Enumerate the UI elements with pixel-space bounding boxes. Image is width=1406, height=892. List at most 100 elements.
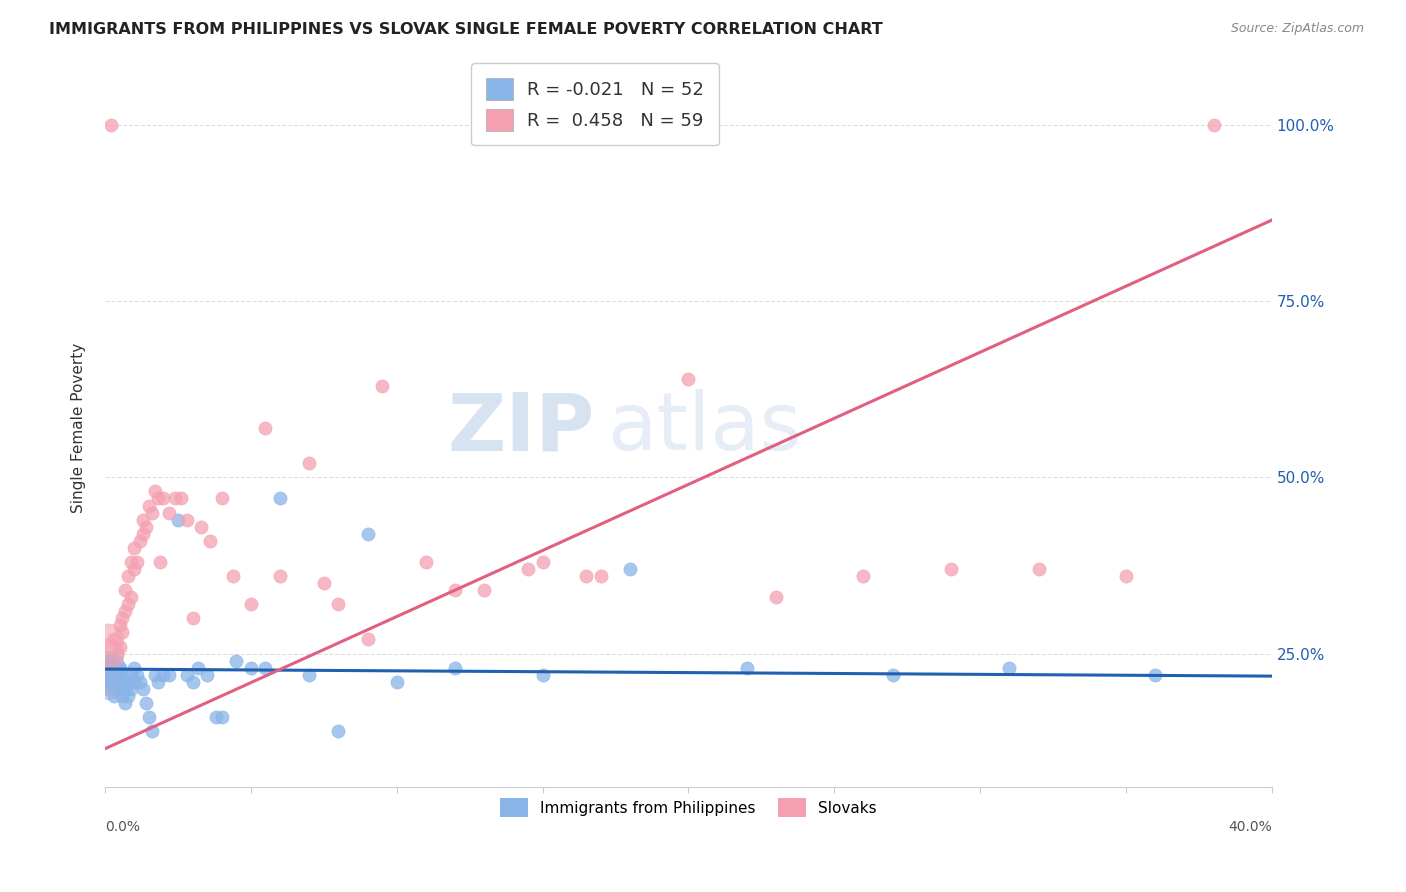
Point [298, 456, 321, 470]
Point [882, 667, 904, 681]
Point [149, 555, 172, 569]
Point [1144, 667, 1167, 681]
Text: atlas: atlas [607, 389, 801, 467]
Point [108, 618, 131, 632]
Point [678, 372, 700, 386]
Point [1202, 118, 1225, 132]
Point [100, 667, 122, 681]
Point [190, 519, 212, 533]
Point [575, 569, 598, 583]
Point [97, 674, 120, 689]
Point [100, 674, 122, 689]
Legend: Immigrants from Philippines, Slovaks: Immigrants from Philippines, Slovaks [494, 792, 883, 823]
Point [138, 499, 160, 513]
Point [181, 611, 204, 625]
Point [125, 555, 148, 569]
Point [97, 632, 120, 647]
Point [132, 526, 155, 541]
Point [444, 661, 467, 675]
Point [181, 674, 204, 689]
Point [97, 661, 120, 675]
Point [517, 562, 540, 576]
Point [589, 569, 612, 583]
Point [105, 681, 128, 696]
Point [122, 661, 145, 675]
Point [385, 674, 408, 689]
Point [105, 667, 128, 681]
Point [100, 118, 122, 132]
Point [111, 667, 134, 681]
Point [146, 491, 169, 506]
Point [146, 674, 169, 689]
Point [120, 555, 142, 569]
Point [132, 681, 155, 696]
Point [852, 569, 875, 583]
Point [120, 681, 142, 696]
Point [254, 421, 277, 435]
Point [97, 667, 120, 681]
Point [114, 604, 136, 618]
Point [141, 724, 163, 739]
Point [117, 597, 139, 611]
Point [141, 506, 163, 520]
Point [114, 681, 136, 696]
Point [111, 625, 134, 640]
Point [122, 541, 145, 555]
Point [1028, 562, 1050, 576]
Point [765, 590, 787, 604]
Point [108, 681, 131, 696]
Point [117, 674, 139, 689]
Text: 40.0%: 40.0% [1229, 820, 1272, 834]
Point [198, 533, 221, 548]
Point [619, 562, 641, 576]
Point [225, 654, 247, 668]
Point [114, 696, 136, 710]
Point [312, 576, 335, 591]
Y-axis label: Single Female Poverty: Single Female Poverty [72, 343, 86, 513]
Point [998, 661, 1021, 675]
Point [129, 533, 152, 548]
Point [254, 661, 277, 675]
Point [129, 674, 152, 689]
Point [939, 562, 962, 576]
Point [114, 583, 136, 598]
Point [97, 654, 120, 668]
Point [120, 667, 142, 681]
Point [103, 689, 125, 703]
Point [108, 661, 131, 675]
Point [269, 491, 291, 506]
Point [143, 484, 166, 499]
Point [125, 667, 148, 681]
Point [444, 583, 467, 598]
Point [163, 491, 186, 506]
Point [356, 632, 378, 647]
Point [170, 491, 193, 506]
Point [122, 562, 145, 576]
Text: Source: ZipAtlas.com: Source: ZipAtlas.com [1230, 22, 1364, 36]
Point [138, 710, 160, 724]
Point [211, 491, 233, 506]
Point [97, 681, 120, 696]
Point [531, 667, 554, 681]
Point [135, 519, 157, 533]
Point [531, 555, 554, 569]
Point [143, 667, 166, 681]
Point [120, 590, 142, 604]
Point [103, 661, 125, 675]
Point [269, 569, 291, 583]
Point [111, 611, 134, 625]
Point [415, 555, 437, 569]
Point [157, 506, 180, 520]
Point [117, 689, 139, 703]
Point [298, 667, 321, 681]
Point [195, 667, 218, 681]
Point [135, 696, 157, 710]
Point [371, 378, 394, 392]
Text: IMMIGRANTS FROM PHILIPPINES VS SLOVAK SINGLE FEMALE POVERTY CORRELATION CHART: IMMIGRANTS FROM PHILIPPINES VS SLOVAK SI… [49, 22, 883, 37]
Point [187, 661, 209, 675]
Point [132, 513, 155, 527]
Point [328, 724, 350, 739]
Point [100, 654, 122, 668]
Point [167, 513, 190, 527]
Point [152, 491, 174, 506]
